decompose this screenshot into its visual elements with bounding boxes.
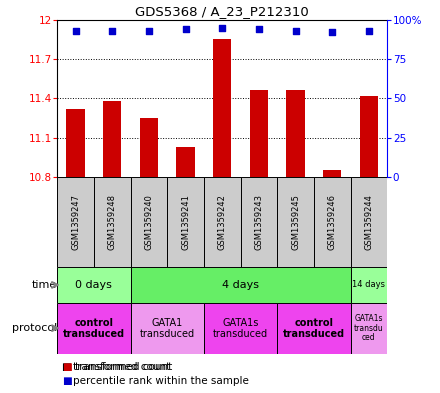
Bar (360, 95, 378, 177)
Text: GSM1359243: GSM1359243 (254, 194, 264, 250)
Point (329, 29, 336, 35)
Text: ■ transformed count: ■ transformed count (62, 362, 172, 373)
Text: GATA1
transduced: GATA1 transduced (139, 318, 195, 338)
Bar (351, 303, 387, 354)
Text: time: time (32, 280, 57, 290)
Text: GSM1359241: GSM1359241 (181, 194, 190, 250)
Bar (277, 177, 314, 267)
Bar (131, 177, 167, 267)
Text: 4 days: 4 days (222, 280, 259, 290)
Bar (140, 118, 158, 177)
Text: control
transduced: control transduced (63, 318, 125, 338)
Point (72, 28, 79, 34)
Bar (94, 177, 131, 267)
Bar (314, 177, 351, 267)
Bar (213, 39, 231, 177)
Bar (204, 303, 277, 354)
Bar (57, 267, 131, 303)
Text: control
transduced: control transduced (283, 318, 345, 338)
Bar (241, 177, 277, 267)
Text: transformed count: transformed count (73, 362, 170, 373)
Text: percentile rank within the sample: percentile rank within the sample (73, 376, 249, 386)
Point (365, 28, 372, 34)
Text: 0 days: 0 days (75, 280, 112, 290)
Bar (323, 170, 341, 177)
Text: GSM1359240: GSM1359240 (144, 194, 154, 250)
Bar (57, 177, 94, 267)
Bar (167, 177, 204, 267)
Bar (176, 147, 195, 177)
Bar (277, 303, 351, 354)
Bar (204, 177, 241, 267)
Point (292, 28, 299, 34)
Bar (66, 109, 85, 177)
Text: GSM1359245: GSM1359245 (291, 194, 300, 250)
Bar (103, 101, 121, 177)
Bar (286, 90, 305, 177)
Point (255, 26, 262, 32)
Bar (351, 177, 387, 267)
Text: GSM1359247: GSM1359247 (71, 194, 80, 250)
Text: ■: ■ (62, 362, 71, 373)
Bar (131, 267, 351, 303)
Text: ■: ■ (62, 376, 71, 386)
Point (109, 28, 116, 34)
Bar (351, 267, 387, 303)
Point (219, 24, 226, 31)
Text: protocol: protocol (12, 323, 57, 333)
Bar (250, 90, 268, 177)
Bar (131, 303, 204, 354)
Text: GATA1s
transduced: GATA1s transduced (213, 318, 268, 338)
Text: GSM1359242: GSM1359242 (218, 194, 227, 250)
Title: GDS5368 / A_23_P212310: GDS5368 / A_23_P212310 (136, 6, 309, 18)
Text: 14 days: 14 days (352, 281, 385, 289)
Text: GATA1s
transdu
ced: GATA1s transdu ced (354, 314, 384, 342)
Point (182, 26, 189, 32)
Text: GSM1359248: GSM1359248 (108, 194, 117, 250)
Text: GSM1359246: GSM1359246 (328, 194, 337, 250)
Text: GSM1359244: GSM1359244 (364, 194, 374, 250)
Bar (57, 303, 131, 354)
Point (145, 28, 152, 34)
